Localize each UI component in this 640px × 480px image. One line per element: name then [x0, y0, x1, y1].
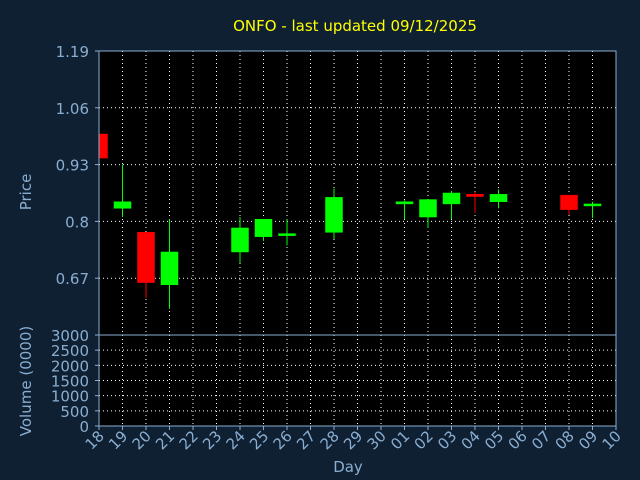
- x-tick-label: 03: [434, 427, 460, 453]
- chart-title: ONFO - last updated 09/12/2025: [233, 17, 477, 35]
- volume-tick-label: 1500: [51, 373, 89, 391]
- candle: [231, 217, 249, 263]
- x-tick-label: 08: [552, 427, 578, 453]
- price-tick-label: 0.8: [65, 213, 89, 231]
- x-axis-label: Day: [333, 458, 363, 476]
- x-tick-label: 23: [199, 427, 225, 453]
- x-tick-label: 01: [387, 427, 413, 453]
- candle-body: [489, 194, 508, 202]
- volume-tick-label: 2000: [51, 357, 89, 375]
- candle: [325, 188, 343, 239]
- candle-body: [254, 218, 273, 237]
- x-tick-label: 10: [599, 427, 625, 453]
- x-tick-label: 06: [505, 427, 531, 453]
- x-tick-label: 26: [270, 427, 296, 453]
- candle: [395, 200, 414, 220]
- candle-body: [583, 203, 602, 207]
- x-tick-label: 19: [105, 427, 131, 453]
- x-ticks: 1819202122232425262728293001020304050607…: [82, 426, 625, 453]
- volume-tick-label: 2500: [51, 342, 89, 360]
- candle-body: [137, 232, 155, 283]
- candle-body: [160, 251, 179, 286]
- candle: [98, 133, 108, 159]
- x-tick-label: 05: [481, 427, 507, 453]
- candle-body: [560, 194, 578, 210]
- candle-body: [419, 199, 437, 218]
- price-tick-label: 0.67: [56, 270, 89, 288]
- candle-body: [466, 194, 484, 197]
- candle: [113, 164, 132, 218]
- price-tick-label: 0.93: [56, 157, 89, 175]
- candle: [489, 189, 508, 209]
- x-tick-label: 27: [293, 427, 319, 453]
- candle-body: [231, 227, 249, 253]
- candle-body: [113, 201, 132, 209]
- candle-body: [395, 201, 414, 205]
- x-tick-label: 22: [176, 427, 202, 453]
- price-axis-label: Price: [17, 174, 35, 211]
- volume-tick-label: 500: [60, 403, 89, 421]
- x-tick-label: 28: [317, 427, 343, 453]
- candle: [254, 218, 273, 242]
- candle-body: [325, 197, 343, 233]
- price-plot-area: [99, 51, 616, 335]
- price-tick-label: 1.19: [56, 43, 89, 61]
- candle: [160, 219, 179, 309]
- x-tick-label: 02: [411, 427, 437, 453]
- candle: [278, 219, 296, 246]
- candle-body: [98, 133, 108, 159]
- candle-body: [278, 233, 296, 236]
- x-tick-label: 07: [528, 427, 554, 453]
- price-y-ticks: 1.19 1.06 0.93 0.8 0.67: [56, 43, 99, 288]
- volume-tick-label: 1000: [51, 388, 89, 406]
- volume-plot-area: [99, 335, 616, 426]
- x-tick-label: 30: [364, 427, 390, 453]
- candle: [583, 201, 602, 218]
- x-tick-label: 20: [129, 427, 155, 453]
- candle-body: [442, 192, 461, 205]
- volume-tick-label: 3000: [51, 327, 89, 345]
- x-tick-label: 24: [223, 427, 249, 453]
- candle: [466, 191, 484, 213]
- volume-axis-label: Volume (0000): [17, 326, 35, 436]
- candles: [98, 133, 602, 309]
- candle: [137, 232, 155, 298]
- x-tick-label: 29: [340, 427, 366, 453]
- candle: [442, 190, 461, 220]
- grid-lines: [99, 51, 616, 426]
- volume-tick-label: 0: [79, 418, 89, 436]
- price-tick-label: 1.06: [56, 100, 89, 118]
- x-tick-label: 21: [152, 427, 178, 453]
- x-tick-label: 04: [458, 427, 484, 453]
- candle: [419, 199, 437, 228]
- x-tick-label: 09: [575, 427, 601, 453]
- candle: [560, 194, 578, 215]
- x-tick-label: 25: [246, 427, 272, 453]
